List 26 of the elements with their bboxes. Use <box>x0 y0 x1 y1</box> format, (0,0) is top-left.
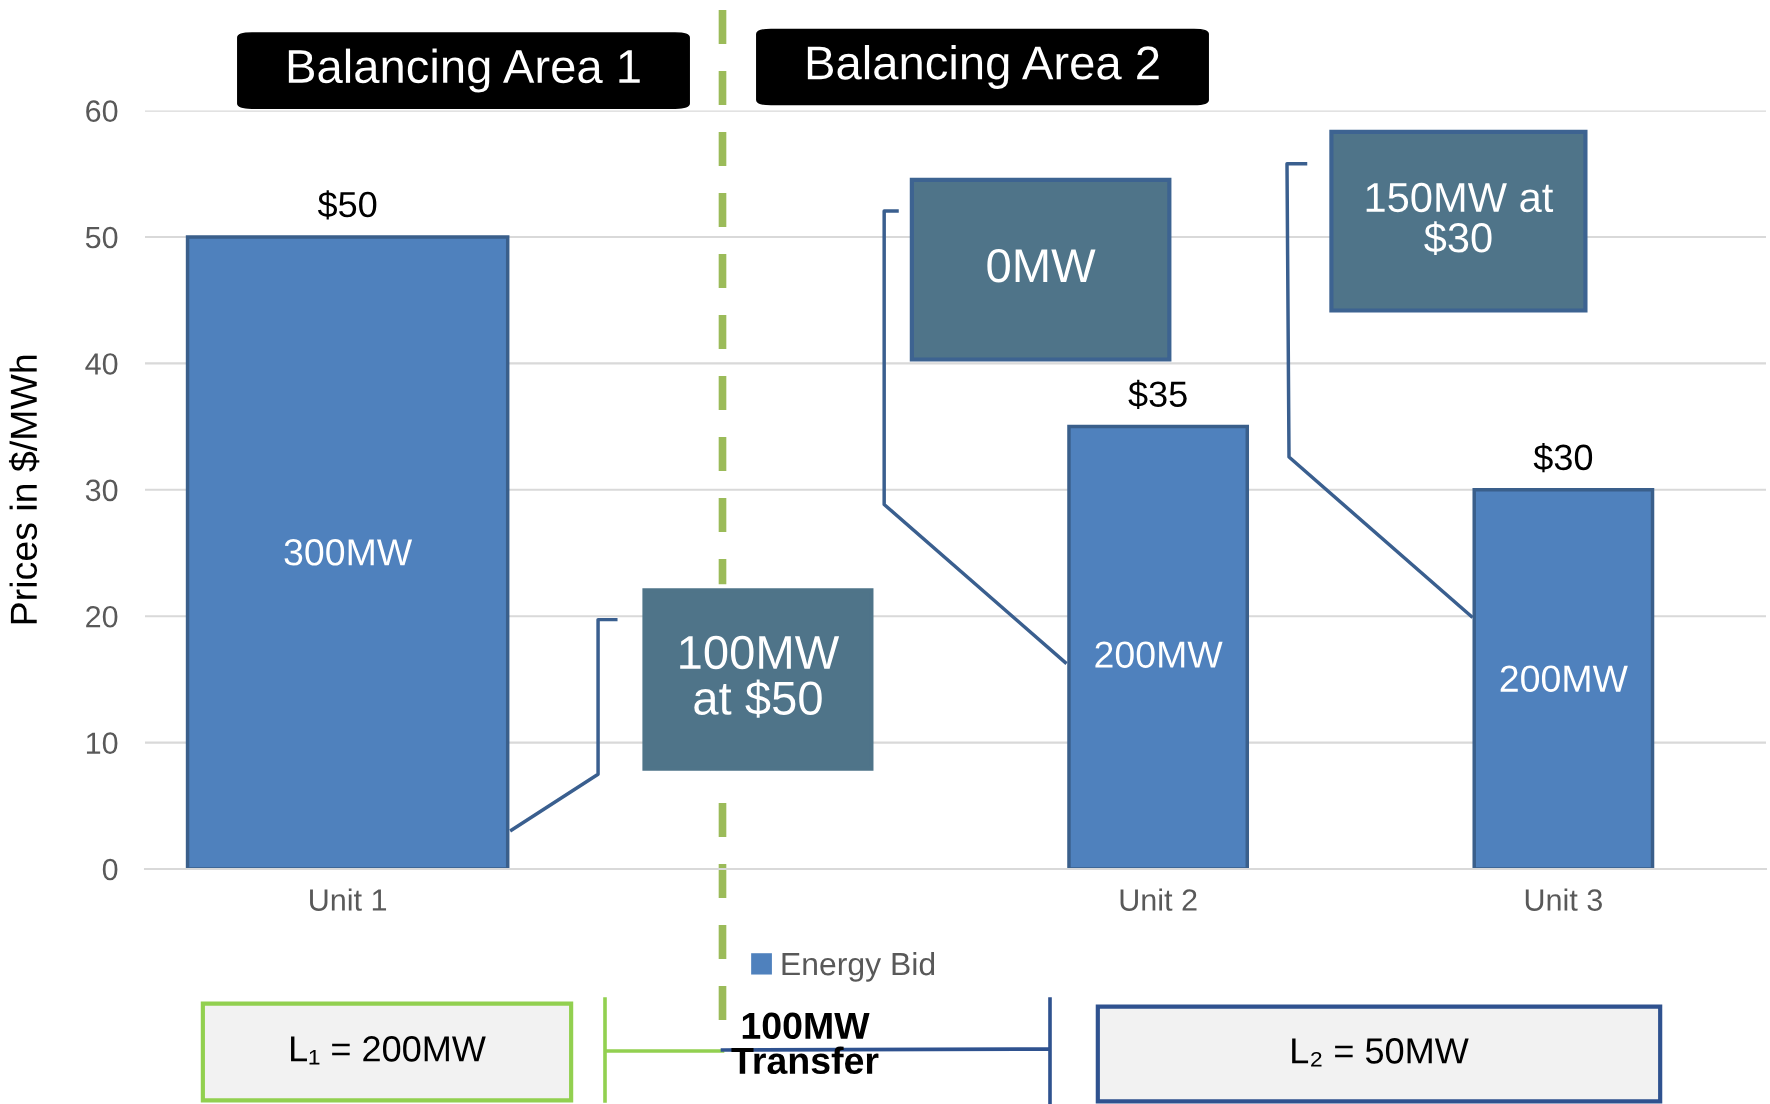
annotation: 150MW at $30 <box>1366 182 1554 256</box>
x-tick-label: Unit 3 <box>1525 888 1602 911</box>
y-axis-title: Prices in $/MWh <box>8 355 40 624</box>
data-label: $35 <box>1128 379 1187 410</box>
annotation: 200MW <box>1500 665 1628 692</box>
x-tick-label: Unit 1 <box>310 888 387 911</box>
text: Balancing Area 1 <box>288 48 640 93</box>
y-tick-label: 30 <box>85 479 118 502</box>
legend-label: Energy Bid <box>782 951 935 982</box>
y-tick-label: 50 <box>85 226 118 249</box>
x-tick-label: Unit 2 <box>1120 888 1197 911</box>
data-label: $30 <box>1533 443 1593 473</box>
annotation: 100MW at $50 <box>680 635 840 718</box>
y-tick-label: 10 <box>86 732 118 754</box>
text: L₂ = 50MW <box>1292 1038 1469 1067</box>
data-label: $50 <box>317 190 377 220</box>
annotation: 200MW <box>1095 641 1223 668</box>
annotation: 0MW <box>987 248 1096 283</box>
text: 100MW Transfer <box>731 1012 879 1075</box>
y-tick-label: 0 <box>102 858 118 881</box>
y-tick-label: 20 <box>86 605 118 628</box>
y-tick-label: 60 <box>86 100 118 122</box>
text: L₁ = 200MW <box>291 1036 486 1065</box>
text: Balancing Area 2 <box>807 44 1159 90</box>
y-tick-label: 40 <box>85 353 118 375</box>
annotation: 300MW <box>284 539 413 566</box>
